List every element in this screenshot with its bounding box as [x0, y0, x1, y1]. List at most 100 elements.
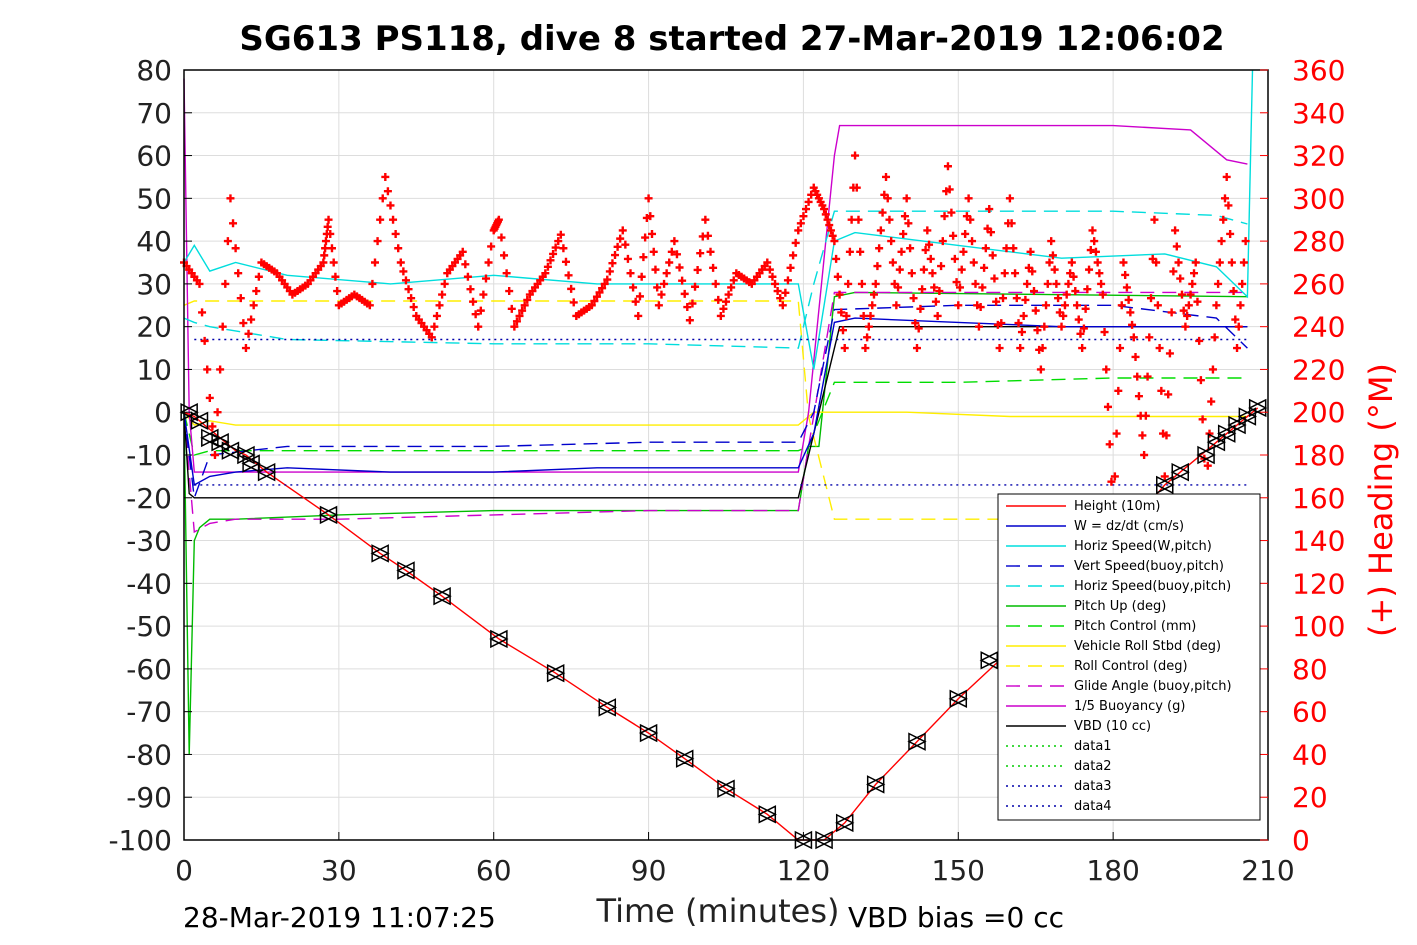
- heading-point: [670, 237, 679, 246]
- heading-point: [899, 229, 908, 238]
- y-tick-label: -60: [126, 653, 172, 686]
- heading-point: [729, 276, 738, 285]
- heading-point: [239, 319, 248, 328]
- heading-point: [234, 269, 243, 278]
- heading-point: [947, 208, 956, 217]
- heading-point: [1097, 279, 1106, 288]
- plot-series: [183, 69, 1259, 841]
- heading-point: [892, 301, 901, 310]
- heading-point: [613, 242, 622, 251]
- heading-point: [218, 322, 227, 331]
- heading-point: [203, 365, 212, 374]
- heading-point: [1033, 326, 1042, 335]
- heading-point: [649, 247, 658, 256]
- heading-point: [876, 226, 885, 235]
- vbd-bias-note: VBD bias =0 cc: [848, 901, 1064, 934]
- x-tick-label: 60: [476, 854, 512, 887]
- heading-point: [852, 183, 861, 192]
- heading-point: [249, 301, 258, 310]
- heading-point: [484, 258, 493, 267]
- heading-point: [904, 219, 913, 228]
- heading-point: [921, 246, 930, 255]
- right-tick-label: 180: [1292, 439, 1345, 472]
- heading-point: [1047, 237, 1056, 246]
- heading-point: [1131, 352, 1140, 361]
- heading-point: [1067, 258, 1076, 267]
- heading-point: [440, 279, 449, 288]
- legend-entry: 1/5 Buoyancy (g): [1074, 699, 1185, 714]
- heading-point: [1083, 285, 1092, 294]
- heading-point: [952, 278, 961, 287]
- heading-point: [980, 263, 989, 272]
- heading-point: [487, 242, 496, 251]
- heading-point: [399, 267, 408, 276]
- right-tick-label: 100: [1292, 610, 1345, 643]
- heading-point: [438, 290, 447, 299]
- heading-point: [685, 316, 694, 325]
- heading-point: [1074, 315, 1083, 324]
- y-tick-label: -90: [126, 781, 172, 814]
- heading-point: [1042, 301, 1051, 310]
- series-line-9: [183, 291, 1248, 534]
- heading-point: [1184, 301, 1193, 310]
- heading-point: [981, 244, 990, 253]
- heading-point: [320, 251, 329, 260]
- heading-point: [474, 322, 483, 331]
- heading-point: [719, 304, 728, 313]
- legend-entry: W = dz/dt (cm/s): [1074, 519, 1184, 534]
- heading-point: [776, 294, 785, 303]
- heading-point: [1198, 415, 1207, 424]
- heading-point: [618, 226, 627, 235]
- heading-point: [861, 344, 870, 353]
- heading-point: [603, 275, 612, 284]
- heading-point: [931, 297, 940, 306]
- heading-point: [198, 308, 207, 317]
- dive-marker: [1227, 415, 1247, 435]
- heading-point: [404, 285, 413, 294]
- heading-point: [786, 263, 795, 272]
- heading-point: [520, 301, 529, 310]
- heading-point: [909, 294, 918, 303]
- heading-point: [1076, 329, 1085, 338]
- heading-point: [1026, 247, 1035, 256]
- heading-point: [799, 212, 808, 221]
- legend-entry: Pitch Up (deg): [1074, 599, 1166, 614]
- heading-point: [1078, 344, 1087, 353]
- heading-point: [1021, 295, 1030, 304]
- heading-point: [326, 229, 335, 238]
- legend-entry: data2: [1074, 759, 1112, 774]
- heading-point: [1040, 322, 1049, 331]
- heading-point: [938, 237, 947, 246]
- heading-point: [968, 237, 977, 246]
- heading-point: [1088, 226, 1097, 235]
- heading-point: [802, 205, 811, 214]
- heading-point: [1157, 386, 1166, 395]
- heading-point: [551, 243, 560, 252]
- heading-point: [1238, 279, 1247, 288]
- heading-point: [637, 272, 646, 281]
- heading-point: [675, 263, 684, 272]
- heading-point: [608, 259, 617, 268]
- heading-point: [1227, 258, 1236, 267]
- heading-point: [1210, 333, 1219, 342]
- heading-point: [856, 247, 865, 256]
- heading-point: [1079, 324, 1088, 333]
- heading-point: [1138, 431, 1147, 440]
- heading-point: [244, 329, 253, 338]
- heading-point: [631, 297, 640, 306]
- heading-point: [1095, 269, 1104, 278]
- heading-point: [409, 303, 418, 312]
- dive-marker: [835, 813, 855, 833]
- y-tick-label: -80: [126, 738, 172, 771]
- heading-point: [722, 297, 730, 306]
- heading-point: [837, 308, 846, 317]
- right-tick-label: 200: [1292, 396, 1345, 429]
- heading-point: [902, 194, 911, 203]
- heading-point: [461, 260, 470, 269]
- heading-point: [1016, 344, 1025, 353]
- heading-point: [1007, 219, 1016, 228]
- heading-point: [1155, 344, 1164, 353]
- heading-point: [1181, 322, 1190, 331]
- heading-point: [1162, 431, 1171, 440]
- heading-point: [205, 393, 214, 402]
